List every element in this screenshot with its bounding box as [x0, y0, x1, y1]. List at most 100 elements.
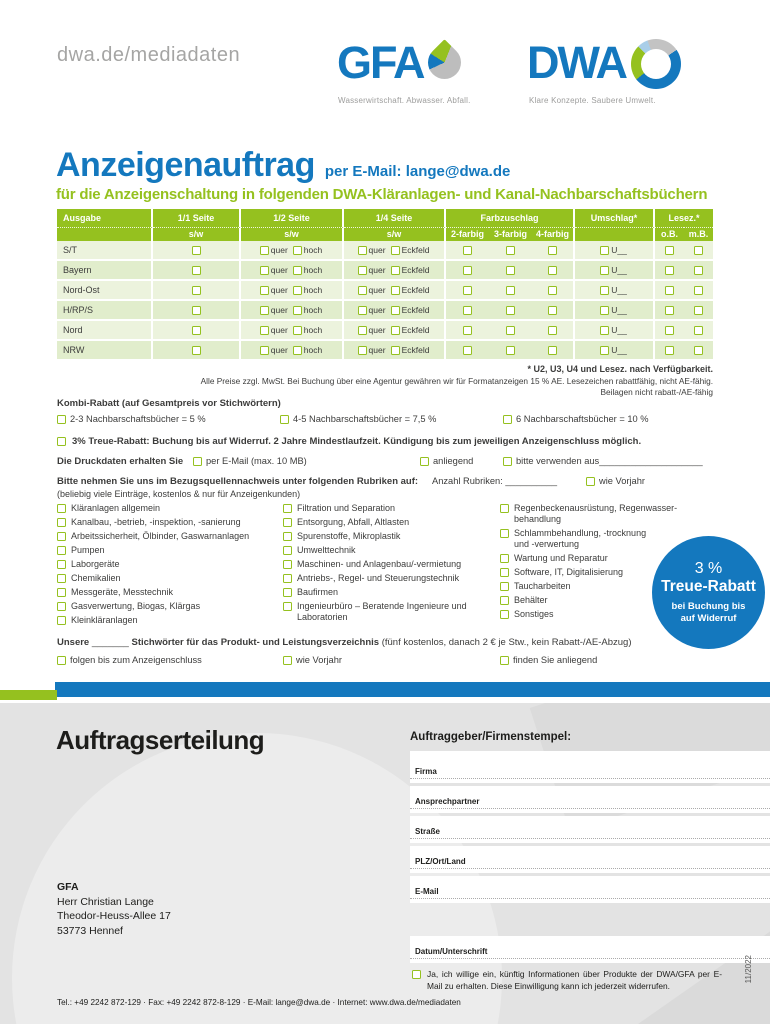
S/T-ob-checkbox[interactable] [665, 245, 674, 255]
Nord-1-2-hoch-checkbox[interactable] [292, 325, 302, 335]
NRW-2farbig-checkbox[interactable] [463, 345, 472, 355]
H/RP/S-1-2-quer-checkbox[interactable] [259, 305, 269, 315]
umschlag-u-field[interactable]: U__ [611, 305, 627, 315]
rubric-checkbox[interactable] [283, 588, 292, 597]
H/RP/S-1-1-checkbox[interactable] [191, 305, 201, 315]
Nord-4farbig-checkbox[interactable] [548, 325, 557, 335]
rubric-checkbox[interactable] [57, 518, 66, 527]
Nord-ob-checkbox[interactable] [665, 325, 674, 335]
rubric-checkbox[interactable] [283, 532, 292, 541]
druckdaten-verwenden-checkbox[interactable] [503, 456, 512, 466]
NRW-1-4-eckfeld-checkbox[interactable] [390, 345, 400, 355]
S/T-1-2-hoch-checkbox[interactable] [292, 245, 302, 255]
umschlag-u-field[interactable]: U__ [611, 345, 627, 355]
rubric-checkbox[interactable] [57, 504, 66, 513]
anzahl-rubriken-field[interactable]: Anzahl Rubriken: __________ [432, 476, 558, 486]
NRW-umschlag-checkbox[interactable] [600, 345, 610, 355]
Bayern-umschlag-checkbox[interactable] [600, 265, 610, 275]
Nord-1-2-quer-checkbox[interactable] [259, 325, 269, 335]
S/T-4farbig-checkbox[interactable] [548, 245, 557, 255]
rubric-checkbox[interactable] [57, 602, 66, 611]
form-field-ansprechpartner[interactable]: Ansprechpartner [410, 786, 770, 813]
Nord-mb-checkbox[interactable] [694, 325, 703, 335]
NRW-1-2-hoch-checkbox[interactable] [292, 345, 302, 355]
Bayern-1-4-quer-checkbox[interactable] [357, 265, 367, 275]
form-field-stra-e[interactable]: Straße [410, 816, 770, 843]
kombi-75-checkbox[interactable] [280, 414, 289, 424]
rubric-checkbox[interactable] [500, 596, 509, 605]
stich-vorjahr-checkbox[interactable] [283, 655, 292, 665]
rubric-checkbox[interactable] [57, 588, 66, 597]
Nord-Ost-1-2-hoch-checkbox[interactable] [292, 285, 302, 295]
S/T-1-4-eckfeld-checkbox[interactable] [390, 245, 400, 255]
rubric-checkbox[interactable] [500, 582, 509, 591]
rubric-checkbox[interactable] [283, 504, 292, 513]
Nord-Ost-3farbig-checkbox[interactable] [506, 285, 515, 295]
NRW-mb-checkbox[interactable] [694, 345, 703, 355]
Bayern-3farbig-checkbox[interactable] [506, 265, 515, 275]
S/T-umschlag-checkbox[interactable] [600, 245, 610, 255]
S/T-2farbig-checkbox[interactable] [463, 245, 472, 255]
rubric-checkbox[interactable] [283, 602, 292, 611]
bezug-wie-vorjahr-checkbox[interactable] [586, 476, 595, 486]
Nord-1-1-checkbox[interactable] [191, 325, 201, 335]
Nord-Ost-mb-checkbox[interactable] [694, 285, 703, 295]
Bayern-1-2-quer-checkbox[interactable] [259, 265, 269, 275]
rubric-checkbox[interactable] [500, 568, 509, 577]
consent-checkbox[interactable] [412, 970, 421, 979]
treue-rabatt-checkbox[interactable] [57, 437, 66, 446]
kombi-10-checkbox[interactable] [503, 414, 512, 424]
rubric-checkbox[interactable] [283, 574, 292, 583]
Nord-1-4-eckfeld-checkbox[interactable] [390, 325, 400, 335]
umschlag-u-field[interactable]: U__ [611, 265, 627, 275]
form-field-e-mail[interactable]: E-Mail [410, 876, 770, 903]
Bayern-ob-checkbox[interactable] [665, 265, 674, 275]
H/RP/S-3farbig-checkbox[interactable] [506, 305, 515, 315]
stich-count-blank[interactable]: _______ [91, 637, 129, 648]
stich-folgen-checkbox[interactable] [57, 655, 66, 665]
Bayern-4farbig-checkbox[interactable] [548, 265, 557, 275]
Bayern-mb-checkbox[interactable] [694, 265, 703, 275]
druckdaten-email-checkbox[interactable] [193, 456, 202, 466]
Nord-Ost-ob-checkbox[interactable] [665, 285, 674, 295]
rubric-checkbox[interactable] [57, 616, 66, 625]
NRW-4farbig-checkbox[interactable] [548, 345, 557, 355]
S/T-1-1-checkbox[interactable] [191, 245, 201, 255]
H/RP/S-umschlag-checkbox[interactable] [600, 305, 610, 315]
stich-anliegend-checkbox[interactable] [500, 655, 509, 665]
rubric-checkbox[interactable] [500, 554, 509, 563]
Nord-Ost-1-1-checkbox[interactable] [191, 285, 201, 295]
H/RP/S-ob-checkbox[interactable] [665, 305, 674, 315]
NRW-1-4-quer-checkbox[interactable] [357, 345, 367, 355]
rubric-checkbox[interactable] [57, 546, 66, 555]
H/RP/S-1-4-eckfeld-checkbox[interactable] [390, 305, 400, 315]
S/T-3farbig-checkbox[interactable] [506, 245, 515, 255]
NRW-1-1-checkbox[interactable] [191, 345, 201, 355]
H/RP/S-mb-checkbox[interactable] [694, 305, 703, 315]
rubric-checkbox[interactable] [283, 518, 292, 527]
druckdaten-anliegend-checkbox[interactable] [420, 456, 429, 466]
S/T-1-4-quer-checkbox[interactable] [357, 245, 367, 255]
Nord-Ost-4farbig-checkbox[interactable] [548, 285, 557, 295]
umschlag-u-field[interactable]: U__ [611, 285, 627, 295]
Nord-Ost-1-2-quer-checkbox[interactable] [259, 285, 269, 295]
rubric-checkbox[interactable] [57, 560, 66, 569]
umschlag-u-field[interactable]: U__ [611, 325, 627, 335]
kombi-5-checkbox[interactable] [57, 414, 66, 424]
NRW-3farbig-checkbox[interactable] [506, 345, 515, 355]
form-field-plz-ort-land[interactable]: PLZ/Ort/Land [410, 846, 770, 873]
Nord-1-4-quer-checkbox[interactable] [357, 325, 367, 335]
Nord-Ost-1-4-quer-checkbox[interactable] [357, 285, 367, 295]
rubric-checkbox[interactable] [500, 529, 509, 538]
H/RP/S-2farbig-checkbox[interactable] [463, 305, 472, 315]
rubric-checkbox[interactable] [57, 532, 66, 541]
Nord-Ost-1-4-eckfeld-checkbox[interactable] [390, 285, 400, 295]
S/T-1-2-quer-checkbox[interactable] [259, 245, 269, 255]
Bayern-1-4-eckfeld-checkbox[interactable] [390, 265, 400, 275]
rubric-checkbox[interactable] [283, 546, 292, 555]
NRW-ob-checkbox[interactable] [665, 345, 674, 355]
umschlag-u-field[interactable]: U__ [611, 245, 627, 255]
Nord-2farbig-checkbox[interactable] [463, 325, 472, 335]
Bayern-1-2-hoch-checkbox[interactable] [292, 265, 302, 275]
Bayern-2farbig-checkbox[interactable] [463, 265, 472, 275]
